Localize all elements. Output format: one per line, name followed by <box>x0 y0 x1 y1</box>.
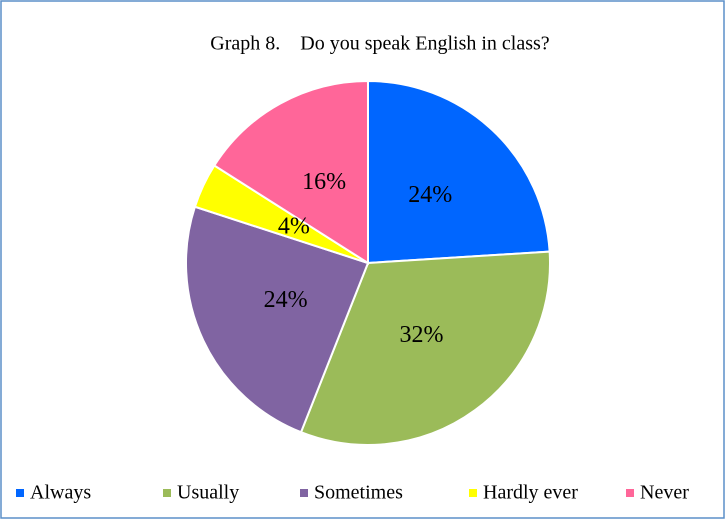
legend-label: Hardly ever <box>483 482 578 504</box>
legend-swatch <box>469 489 477 497</box>
pie-slice <box>185 205 370 434</box>
legend-swatch <box>626 489 634 497</box>
legend-label: Never <box>640 482 689 504</box>
legend-swatch <box>16 489 24 497</box>
data-label: 4% <box>278 214 310 240</box>
legend-label: Sometimes <box>314 482 403 504</box>
data-label: 32% <box>399 322 443 348</box>
pie-slice <box>367 79 551 265</box>
pie-slice <box>212 79 369 265</box>
pie-slice <box>299 250 551 446</box>
data-label: 16% <box>302 169 346 195</box>
legend-label: Usually <box>177 482 239 504</box>
legend-swatch <box>300 489 308 497</box>
legend-label: Always <box>30 482 91 504</box>
data-label: 24% <box>264 287 308 313</box>
data-label: 24% <box>408 182 452 208</box>
legend-swatch <box>163 489 171 497</box>
chart-title: Graph 8. Do you speak English in class? <box>210 33 550 55</box>
